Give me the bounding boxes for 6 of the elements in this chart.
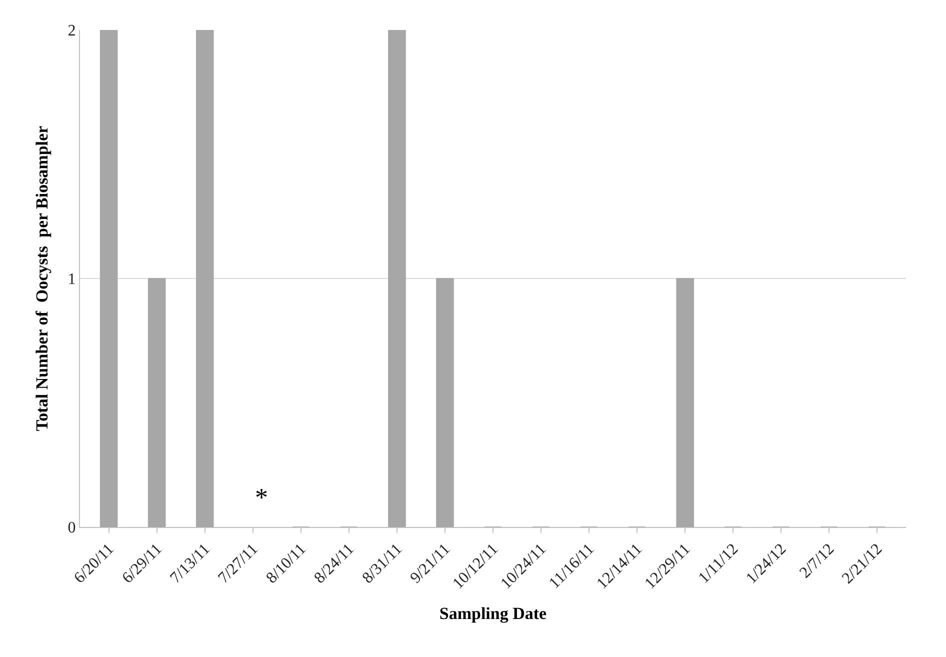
y-tick-label: 2 — [68, 22, 76, 40]
x-axis-title: Sampling Date — [439, 604, 548, 623]
annotation: * — [255, 483, 268, 512]
y-axis-title: Total Number of Oocysts per Biosampler — [32, 125, 52, 432]
y-tick-label: 0 — [68, 520, 76, 537]
y-tick-label: 1 — [68, 271, 76, 288]
